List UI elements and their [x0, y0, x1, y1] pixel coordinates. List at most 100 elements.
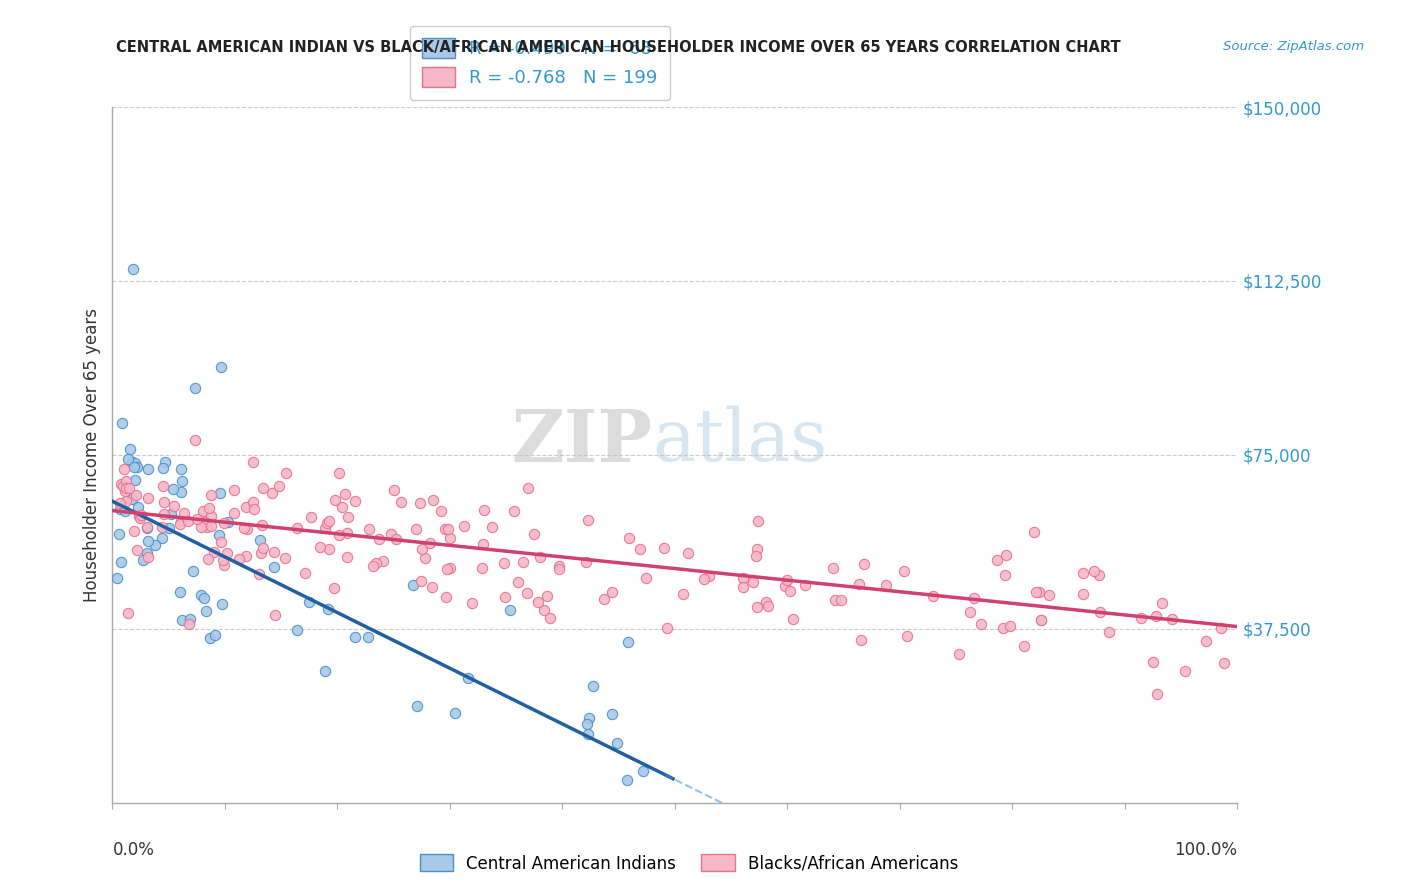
- Point: [402, 578, 425, 592]
- Point: [330, 500, 353, 514]
- Point: [316, 602, 339, 616]
- Point: [593, 591, 616, 606]
- Point: [170, 475, 193, 489]
- Point: [409, 574, 432, 588]
- Point: [233, 521, 256, 535]
- Point: [263, 608, 285, 623]
- Point: [875, 578, 897, 592]
- Point: [120, 442, 142, 456]
- Point: [143, 538, 166, 552]
- Text: atlas: atlas: [652, 406, 828, 476]
- Point: [693, 572, 716, 586]
- Point: [208, 528, 231, 542]
- Point: [136, 550, 159, 565]
- Point: [657, 621, 679, 635]
- Point: [472, 503, 495, 517]
- Point: [200, 631, 222, 645]
- Text: ZIP: ZIP: [512, 406, 652, 476]
- Point: [135, 546, 157, 560]
- Text: CENTRAL AMERICAN INDIAN VS BLACK/AFRICAN AMERICAN HOUSEHOLDER INCOME OVER 65 YEA: CENTRAL AMERICAN INDIAN VS BLACK/AFRICAN…: [117, 40, 1121, 55]
- Point: [235, 500, 257, 514]
- Point: [453, 519, 475, 533]
- Point: [124, 456, 146, 470]
- Point: [434, 590, 457, 604]
- Point: [1014, 640, 1036, 654]
- Point: [209, 535, 232, 549]
- Point: [409, 495, 432, 509]
- Point: [1071, 587, 1094, 601]
- Point: [242, 494, 264, 508]
- Point: [773, 579, 796, 593]
- Point: [575, 555, 598, 569]
- Point: [389, 495, 412, 509]
- Point: [697, 569, 720, 583]
- Point: [1129, 611, 1152, 625]
- Point: [105, 572, 128, 586]
- Point: [298, 595, 321, 609]
- Point: [617, 531, 640, 545]
- Point: [236, 522, 259, 536]
- Point: [1150, 595, 1173, 609]
- Point: [576, 513, 599, 527]
- Point: [153, 507, 176, 521]
- Point: [849, 632, 872, 647]
- Point: [413, 551, 436, 566]
- Point: [111, 416, 134, 430]
- Point: [385, 533, 408, 547]
- Point: [262, 485, 284, 500]
- Point: [121, 491, 143, 506]
- Point: [194, 515, 217, 529]
- Point: [184, 381, 207, 395]
- Point: [436, 562, 458, 576]
- Point: [367, 533, 389, 547]
- Point: [335, 550, 357, 565]
- Point: [128, 509, 150, 524]
- Point: [249, 533, 271, 547]
- Point: [672, 587, 695, 601]
- Point: [948, 647, 970, 661]
- Point: [457, 671, 479, 685]
- Point: [824, 593, 846, 607]
- Point: [152, 479, 174, 493]
- Point: [731, 580, 754, 594]
- Point: [195, 604, 218, 618]
- Point: [125, 543, 148, 558]
- Point: [1022, 525, 1045, 540]
- Point: [209, 360, 232, 375]
- Point: [115, 494, 138, 508]
- Point: [124, 524, 146, 538]
- Point: [471, 561, 494, 575]
- Point: [343, 494, 366, 508]
- Point: [361, 559, 384, 574]
- Point: [633, 764, 655, 779]
- Point: [460, 596, 482, 610]
- Point: [125, 488, 148, 502]
- Point: [136, 521, 159, 535]
- Point: [676, 546, 699, 560]
- Point: [848, 576, 870, 591]
- Point: [112, 479, 135, 493]
- Point: [108, 496, 131, 510]
- Point: [776, 573, 799, 587]
- Point: [263, 545, 285, 559]
- Point: [758, 599, 780, 613]
- Point: [274, 551, 297, 566]
- Point: [136, 534, 159, 549]
- Point: [406, 699, 429, 714]
- Point: [998, 619, 1021, 633]
- Point: [994, 568, 1017, 582]
- Point: [108, 502, 131, 516]
- Point: [512, 555, 534, 569]
- Point: [422, 580, 444, 594]
- Point: [169, 585, 191, 599]
- Point: [114, 481, 136, 495]
- Text: 100.0%: 100.0%: [1174, 841, 1237, 859]
- Point: [176, 515, 198, 529]
- Point: [318, 514, 340, 528]
- Point: [316, 516, 339, 530]
- Point: [242, 454, 264, 468]
- Point: [536, 589, 558, 603]
- Point: [127, 500, 149, 514]
- Text: 0.0%: 0.0%: [112, 841, 155, 859]
- Point: [366, 557, 388, 571]
